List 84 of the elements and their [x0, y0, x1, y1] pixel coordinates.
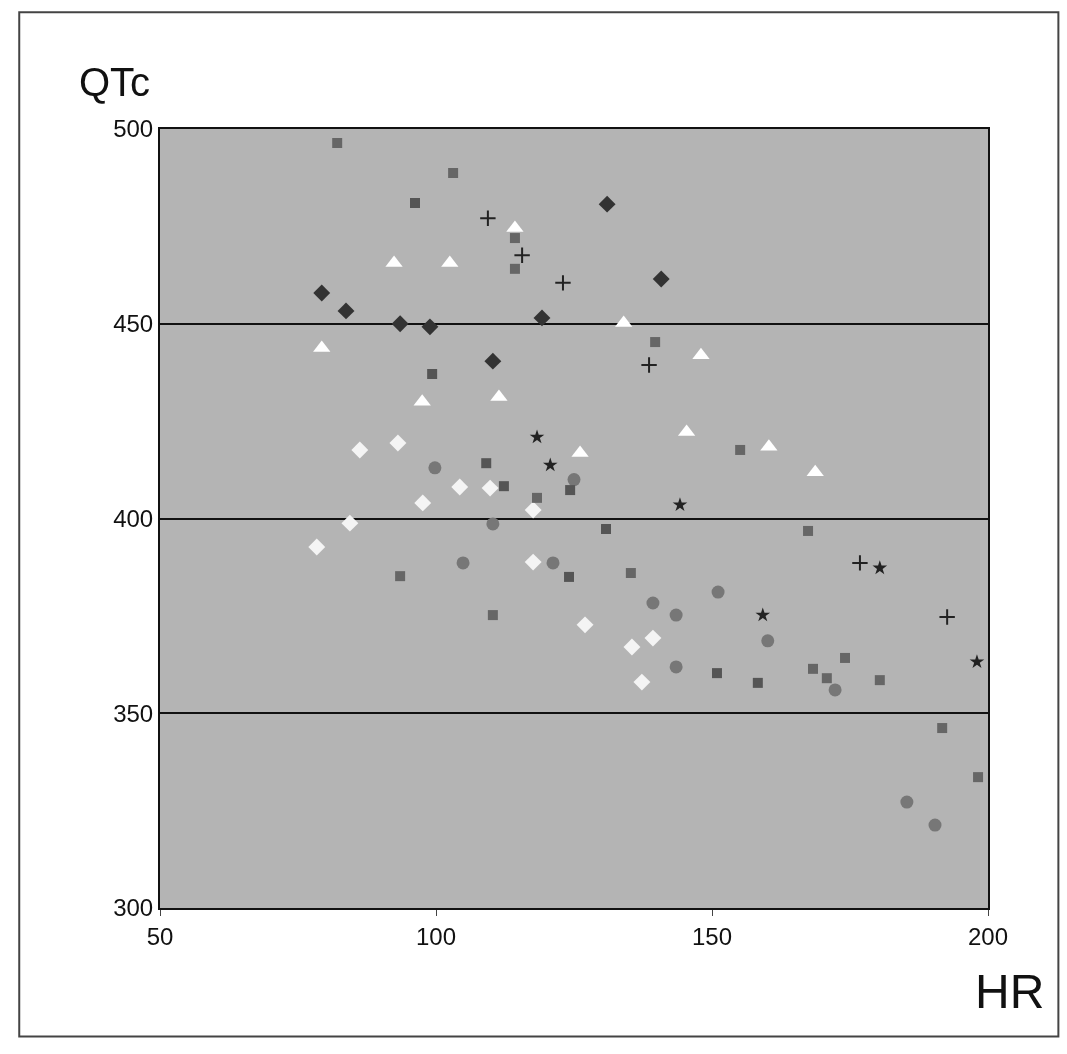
point: [509, 233, 520, 244]
point: [456, 556, 470, 570]
point: [529, 429, 545, 444]
point: [481, 458, 492, 469]
point: [669, 660, 683, 674]
y-tick-label: 300: [113, 894, 154, 922]
point: [448, 168, 459, 179]
point: [711, 668, 722, 679]
point: [451, 478, 469, 496]
point: [644, 629, 662, 647]
point: [672, 497, 688, 512]
point: [533, 309, 551, 327]
point: [341, 514, 359, 532]
point: [969, 654, 985, 669]
point: [652, 270, 670, 288]
point: [872, 560, 888, 575]
point: [554, 274, 572, 292]
point: [479, 209, 497, 227]
point: [828, 683, 842, 697]
point: [421, 318, 439, 336]
point: [486, 517, 500, 531]
point: [633, 673, 651, 691]
point: [337, 302, 355, 320]
x-tick-label: 100: [415, 922, 457, 950]
point: [428, 461, 442, 475]
point: [414, 494, 432, 512]
point: [735, 444, 746, 455]
point: [973, 772, 984, 783]
point: [487, 610, 498, 621]
point: [351, 441, 369, 459]
point: [481, 479, 499, 497]
point: [564, 571, 575, 582]
point: [650, 337, 661, 348]
point: [576, 616, 594, 634]
point: [803, 525, 814, 536]
point: [938, 608, 956, 626]
y-tick-label: 400: [113, 504, 154, 532]
point: [623, 638, 641, 656]
x-tick-label: 150: [691, 922, 733, 950]
point: [761, 634, 775, 648]
point: [669, 608, 683, 622]
point: [524, 501, 542, 519]
point: [851, 554, 869, 572]
point: [625, 568, 636, 579]
point: [692, 347, 710, 360]
point: [498, 481, 509, 492]
point: [389, 434, 407, 452]
x-tick-label: 50: [146, 922, 174, 950]
point: [711, 585, 725, 599]
point: [821, 673, 832, 684]
point: [546, 556, 560, 570]
point: [509, 263, 520, 274]
point: [395, 571, 406, 582]
point: [391, 315, 409, 333]
point: [567, 473, 581, 487]
point: [524, 553, 542, 571]
point: [808, 663, 819, 674]
point: [308, 538, 326, 556]
point: [484, 352, 502, 370]
y-axis-title: QTc: [79, 60, 151, 104]
point: [937, 723, 948, 734]
point: [598, 195, 616, 213]
point: [900, 795, 914, 809]
point: [928, 818, 942, 832]
point: [565, 485, 576, 496]
point: [646, 596, 660, 610]
point: [313, 284, 331, 302]
y-tick-label: 350: [113, 699, 154, 727]
point: [542, 457, 558, 472]
x-tick-label: 200: [967, 922, 1009, 950]
point: [427, 369, 438, 379]
point: [532, 492, 543, 503]
point: [752, 677, 763, 688]
y-tick-label: 500: [113, 115, 154, 143]
y-tick-label: 450: [113, 310, 154, 338]
point: [513, 246, 531, 264]
point: [755, 607, 771, 622]
point: [410, 198, 421, 208]
point: [840, 652, 851, 663]
x-axis-title: HR: [975, 965, 1045, 1018]
point: [601, 524, 612, 535]
point: [640, 356, 658, 374]
point: [874, 675, 885, 686]
point: [332, 138, 343, 149]
